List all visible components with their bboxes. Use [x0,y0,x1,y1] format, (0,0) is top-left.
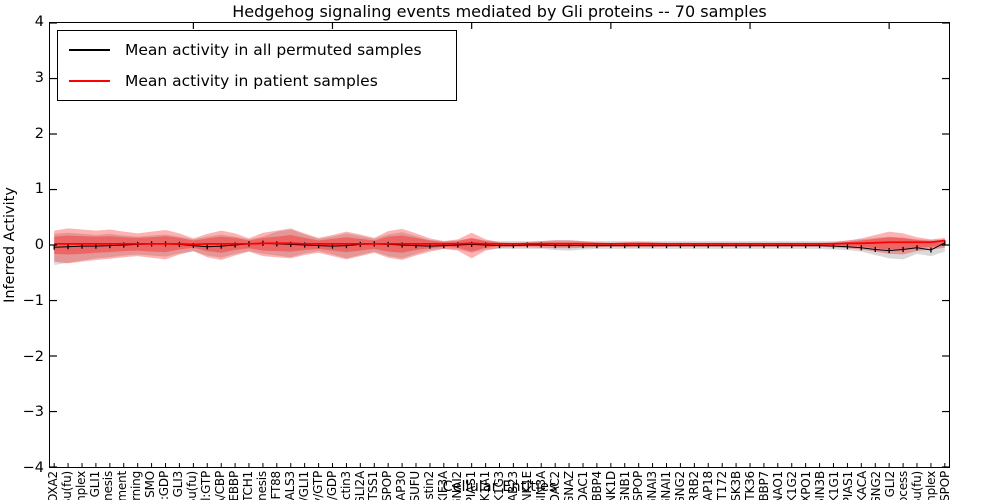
y-tick-label: 4 [34,14,44,30]
patient-mean-line [54,239,945,246]
y-tick-label: −4 [22,460,44,476]
y-tick-label: 2 [34,125,44,142]
y-tick-label: −1 [22,292,44,309]
legend-entry-patient: Mean activity in patient samples [69,72,422,90]
y-tick-label: −2 [22,348,44,365]
permuted-series-line-swatch [69,49,110,51]
chart-canvas [50,23,949,467]
y-tick-label: 1 [34,181,44,198]
chart-title: Hedgehog signaling events mediated by Gl… [232,2,767,21]
legend-label-patient: Mean activity in patient samples [125,72,378,90]
legend-label-permuted: Mean activity in all permuted samples [125,41,422,59]
legend-entry-permuted: Mean activity in all permuted samples [69,41,422,59]
x-axis-label: Cellular Entities [442,479,557,495]
y-tick-label: 0 [34,237,44,253]
patient-series-line-swatch [69,80,110,82]
plot-area [49,22,950,468]
legend: Mean activity in all permuted samples Me… [57,30,457,101]
y-tick-label: −3 [22,404,44,421]
y-tick-label: 3 [34,69,44,86]
